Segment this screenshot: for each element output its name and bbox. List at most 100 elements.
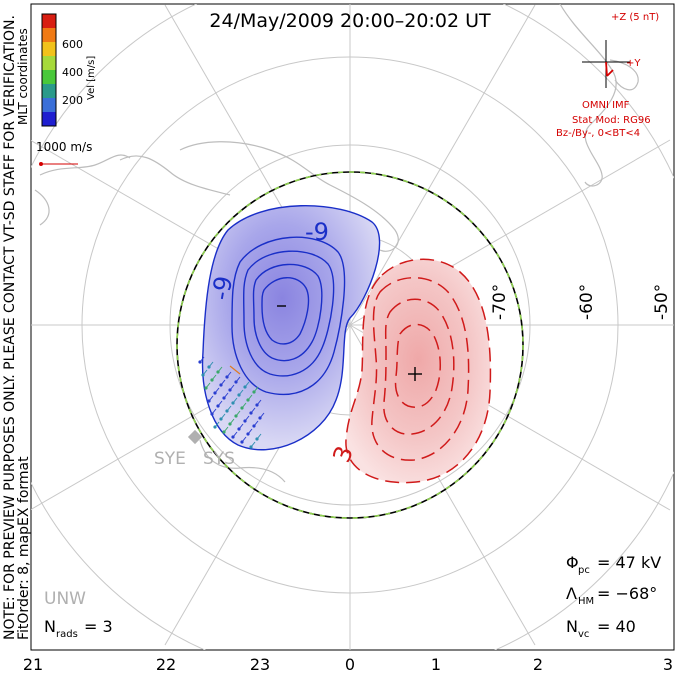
vector-arrow: [238, 423, 244, 430]
vector-arrow: [232, 397, 238, 404]
vector-arrow: [259, 412, 265, 419]
stat-phi-pc: Φ pc = 47 kV: [566, 553, 661, 576]
vector-arrow: [244, 415, 250, 422]
station-sye-label: SYE: [154, 449, 186, 469]
station-sye-marker: [187, 429, 203, 445]
vector-arrow: [199, 356, 205, 363]
station-sys-label: SYS: [203, 449, 235, 469]
hm-boundary-dash: [176, 171, 524, 519]
vector-arrow: [205, 382, 211, 389]
svg-text:HM: HM: [578, 596, 594, 607]
svg-text:vc: vc: [578, 629, 589, 640]
svg-text:= 47 kV: = 47 kV: [597, 553, 661, 572]
latitude-label-60: -60°: [577, 284, 597, 320]
vector-arrow: [229, 384, 235, 391]
coordinate-system-label: MLT coordinates: [16, 28, 30, 125]
vector-arrow: [214, 387, 220, 394]
imf-scale-label: +Z (5 nT): [611, 12, 659, 23]
velocity-colorbar: [41, 13, 57, 127]
colorbar-swatch: [42, 112, 56, 126]
vector-arrow: [247, 394, 253, 401]
vector-arrow: [211, 408, 217, 415]
colorbar-swatch: [42, 84, 56, 98]
vector-arrow: [214, 421, 220, 428]
svg-text:N: N: [566, 617, 578, 636]
coastline: [34, 4, 639, 483]
vector-arrow: [256, 433, 262, 440]
fit-order-note: FitOrder: 8, mapEX format: [16, 456, 32, 640]
stat-lambda-hm: Λ HM = −68°: [566, 584, 657, 607]
velocity-vectors: [198, 356, 265, 449]
vector-arrow: [217, 366, 223, 373]
vector-arrow: [247, 428, 253, 435]
vector-arrow: [241, 436, 247, 443]
vector-arrow: [211, 374, 217, 381]
contour-label-negative: -9: [305, 218, 329, 246]
colorbar-swatch: [42, 14, 56, 28]
svg-text:rads: rads: [56, 629, 78, 640]
colorbar-tick-200: 200: [62, 94, 83, 107]
imf-source-label: OMNI IMF: [582, 100, 630, 111]
vector-arrow: [208, 361, 214, 368]
svg-text:= −68°: = −68°: [597, 584, 657, 603]
mlt-label-0: 0: [345, 655, 355, 674]
mlt-label-22: 22: [156, 655, 176, 674]
station-unw-label: UNW: [44, 589, 86, 609]
colorbar-swatch: [42, 28, 56, 42]
colorbar-swatch: [42, 70, 56, 84]
vector-arrow: [250, 441, 256, 448]
latitude-label-70: -70°: [490, 284, 510, 320]
colorbar-outline: [41, 13, 57, 127]
colorbar-tick-600: 600: [62, 38, 83, 51]
vector-arrow: [208, 395, 214, 402]
svg-text:= 40: = 40: [597, 617, 636, 636]
latitude-label-50: -50°: [652, 284, 672, 320]
vector-arrow: [202, 369, 208, 376]
vector-arrow: [223, 426, 229, 433]
mlt-label-23: 23: [250, 655, 270, 674]
vector-arrow: [235, 410, 241, 417]
vector-arrow: [250, 407, 256, 414]
svg-text:Φ: Φ: [566, 553, 579, 572]
colorbar-unit-label: Vel [m/s]: [86, 56, 97, 100]
vector-arrow: [217, 400, 223, 407]
colorbar-swatch: [42, 98, 56, 112]
reference-vector: [39, 162, 78, 166]
colorbar-swatch: [42, 42, 56, 56]
colorbar-tick-400: 400: [62, 66, 83, 79]
contour-label-negative-side: -9: [206, 274, 238, 302]
vector-arrow: [226, 371, 232, 378]
vector-arrow: [244, 381, 250, 388]
vector-arrow: [238, 389, 244, 396]
vector-arrow: [235, 376, 241, 383]
vector-arrow: [241, 402, 247, 409]
mlt-label-1: 1: [431, 655, 441, 674]
svg-text:= 3: = 3: [84, 617, 113, 636]
vector-arrow: [229, 418, 235, 425]
imf-conditions-label: Bz-/By-, 0<BT<4: [556, 128, 640, 139]
page-title: 24/May/2009 20:00–20:02 UT: [209, 10, 491, 32]
imf-dial: [582, 40, 630, 88]
imf-model-label: Stat Mod: RG96: [572, 115, 651, 126]
vector-arrow: [253, 386, 259, 393]
vector-arrow: [220, 413, 226, 420]
vector-arrow: [253, 420, 259, 427]
mlt-label-3: 3: [663, 655, 673, 674]
negative-convection-cell: [201, 204, 381, 451]
svg-text:pc: pc: [578, 565, 590, 576]
preview-note: NOTE: FOR PREVIEW PURPOSES ONLY. PLEASE …: [2, 15, 18, 640]
mlt-label-21: 21: [23, 655, 43, 674]
svg-text:Λ: Λ: [566, 584, 577, 603]
imf-y-label: +Y: [626, 58, 641, 69]
stat-nvc: N vc = 40: [566, 617, 636, 640]
vector-arrow: [232, 431, 238, 438]
vector-arrow: [256, 399, 262, 406]
svg-text:N: N: [44, 617, 56, 636]
colorbar-swatch: [42, 56, 56, 70]
vector-arrow-fast: [229, 365, 241, 375]
reference-vector-label: 1000 m/s: [36, 140, 92, 154]
vector-arrow: [226, 405, 232, 412]
positive-convection-cell: [345, 258, 492, 484]
mlt-label-2: 2: [533, 655, 543, 674]
